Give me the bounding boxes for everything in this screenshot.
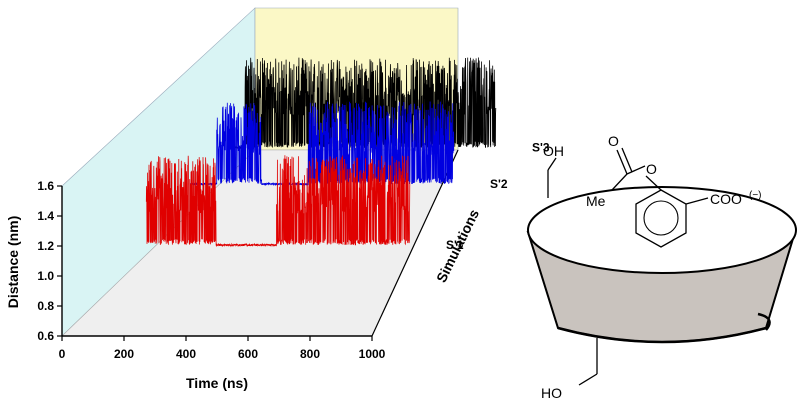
y-tick-label: 1.2 bbox=[37, 239, 54, 253]
y-tick-label: 0.8 bbox=[37, 299, 54, 313]
bond-top-2 bbox=[547, 157, 557, 171]
aromatic-circle bbox=[643, 200, 679, 236]
series-layer: S'3 S'2 S'1 bbox=[145, 57, 550, 252]
series-1: S'1 bbox=[145, 155, 464, 252]
series-label: S'3 bbox=[532, 141, 550, 155]
y-tick-label: 1.6 bbox=[37, 179, 54, 193]
bond-carbonyl-double-b bbox=[621, 147, 633, 173]
series-trace bbox=[145, 155, 411, 248]
label-hydroxyl-bottom: HO bbox=[541, 385, 562, 400]
x-tick-label: 800 bbox=[300, 347, 320, 361]
y-ticks: 0.6 0.8 1.0 1.2 1.4 1.6 bbox=[37, 179, 62, 343]
series-label: S'2 bbox=[490, 177, 508, 191]
x-tick-label: 1000 bbox=[359, 347, 386, 361]
bond-bottom-2 bbox=[578, 373, 598, 386]
x-axis-label: Time (ns) bbox=[186, 375, 248, 391]
bond-ring-o bbox=[645, 175, 662, 191]
x-tick-label: 600 bbox=[238, 347, 258, 361]
bond-carbonyl-double-a bbox=[616, 149, 628, 175]
y-axis-label: Distance (nm) bbox=[5, 216, 21, 309]
series-2: S'2 bbox=[189, 101, 508, 191]
x-tick-label: 200 bbox=[114, 347, 134, 361]
molecule-diagram: HO OH O O Me COO (−) bbox=[526, 133, 797, 400]
label-carbonyl-o: O bbox=[608, 133, 619, 149]
y-tick-label: 1.0 bbox=[37, 269, 54, 283]
y-tick-label: 1.4 bbox=[37, 209, 54, 223]
label-methyl: Me bbox=[586, 193, 606, 209]
label-hydroxyl-top: OH bbox=[543, 143, 564, 159]
bond-carbonyl-methyl bbox=[611, 173, 628, 191]
label-charge: (−) bbox=[749, 190, 762, 201]
bond-o-carbonyl bbox=[626, 165, 646, 175]
label-carboxylate: COO bbox=[710, 191, 742, 207]
x-ticks: 0 200 400 600 800 1000 bbox=[59, 336, 386, 361]
y-tick-label: 0.6 bbox=[37, 329, 54, 343]
cone-bottom-rim bbox=[557, 326, 767, 344]
x-tick-label: 400 bbox=[176, 347, 196, 361]
cone-hook bbox=[757, 312, 771, 331]
bond-ring-carboxylate bbox=[685, 197, 709, 205]
cone-top-rim bbox=[527, 186, 797, 274]
label-ester-o: O bbox=[646, 161, 657, 177]
series-label: S'1 bbox=[446, 238, 464, 252]
x-tick-label: 0 bbox=[59, 347, 66, 361]
series-trace bbox=[189, 101, 455, 187]
